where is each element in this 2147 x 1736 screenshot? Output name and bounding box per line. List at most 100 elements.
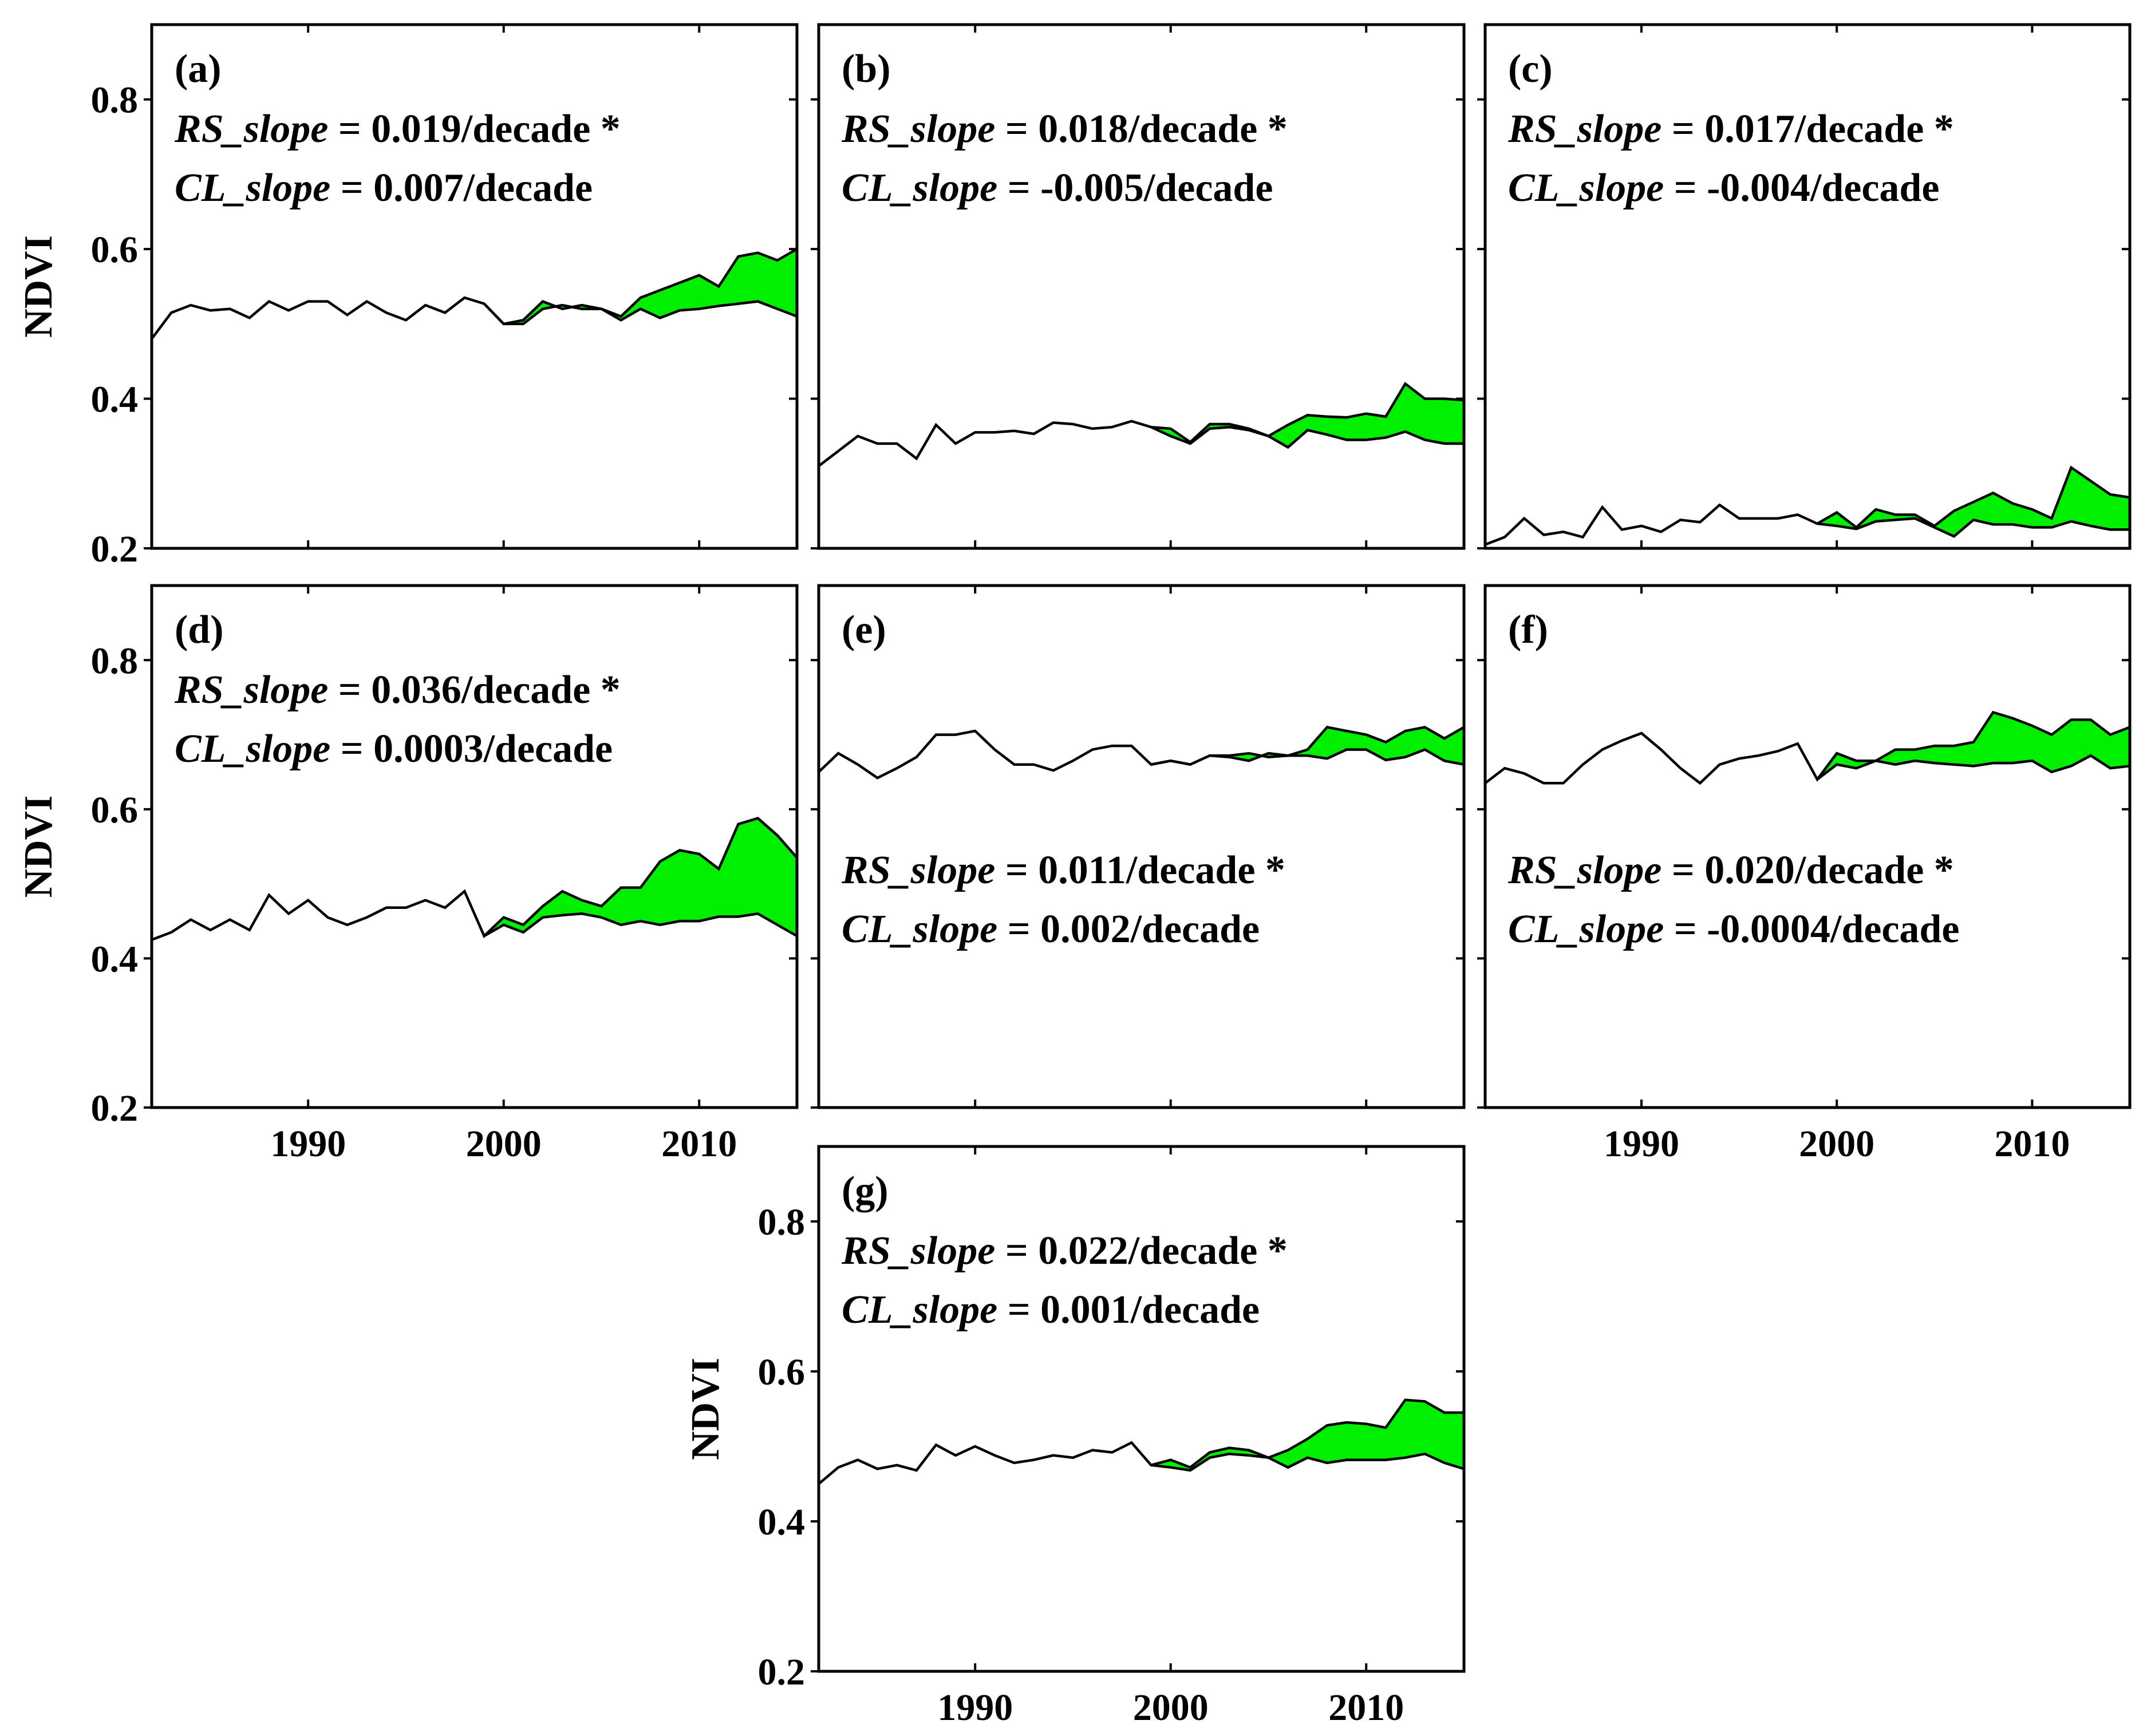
y-tick-label: 0.8 [91,80,139,121]
cl-slope-value: = -0.0004/decade [1664,907,1959,951]
fill-area-f [1816,711,2131,780]
x-tick-label: 2000 [1799,1123,1874,1165]
y-tick-label: 0.8 [758,1201,806,1243]
cl-series-line-d [483,912,798,938]
cl-slope-name: CL_slope [842,907,997,951]
y-tick-label: 0.2 [91,1088,139,1129]
panel-label-f: (f) [1508,608,1548,652]
panel-label-g: (g) [842,1169,889,1213]
plot-frame-g [817,1145,1466,1673]
rs-series-line-c [1485,465,2130,546]
x-tick-label: 2000 [466,1123,542,1165]
rs-slope-annotation-e: RS_slope = 0.011/decade * [841,848,1285,892]
cl-series-line-b [1150,425,1464,449]
cl-slope-name: CL_slope [842,166,997,210]
rs-slope-name: RS_slope [174,668,328,712]
panel-b: (b) RS_slope = 0.018/decade * CL_slope = -… [811,23,1466,550]
cl-series-line-c [1817,517,2130,538]
y-tick-label: 0.8 [91,640,139,682]
panel-c: (c) RS_slope = 0.017/decade * CL_slope = -… [1477,23,2132,550]
panel-g: 0.2 0.4 0.6 0.8 1990 2000 2010 NDVI (g) RS_slope … [684,1145,1466,1729]
y-axis-label: NDVI [17,235,61,338]
rs-series-line-a [151,248,798,340]
rs-slope-name: RS_slope [841,848,995,892]
cl-slope-value: = 0.001/decade [997,1288,1260,1332]
panel-label-e: (e) [842,608,886,652]
cl-series-line-e [1151,748,1465,766]
rs-series-line-e [818,726,1465,780]
cl-slope-annotation-g: CL_slope = 0.001/decade [842,1288,1260,1332]
rs-slope-name: RS_slope [1507,848,1661,892]
y-tick-label: 0.4 [91,379,139,421]
panel-f: 1990 2000 2010 (f) RS_slope = 0.020/decade *… [1477,584,2132,1165]
panel-label-b: (b) [842,47,891,91]
plot-frame-a [150,23,799,550]
y-axis-label: NDVI [684,1358,728,1460]
panel-label-a: (a) [175,47,222,91]
fill-area-e [1151,725,1465,766]
cl-slope-annotation-c: CL_slope = -0.004/decade [1508,166,1939,210]
y-tick-label: 0.2 [91,528,139,570]
cl-slope-value: = 0.007/decade [330,166,593,210]
rs-slope-annotation-f: RS_slope = 0.020/decade * [1507,848,1954,892]
cl-series-line-g [1151,1452,1465,1472]
cl-slope-name: CL_slope [1508,907,1664,951]
cl-series-line-f [1816,754,2130,781]
y-axis-label: NDVI [17,796,61,898]
rs-slope-value: = 0.018/decade * [995,107,1287,151]
cl-slope-annotation-e: CL_slope = 0.002/decade [842,907,1260,951]
rs-slope-annotation-c: RS_slope = 0.017/decade * [1507,107,1954,151]
rs-slope-value: = 0.017/decade * [1661,107,1953,151]
rs-slope-value: = 0.020/decade * [1661,848,1953,892]
cl-slope-value: = 0.002/decade [997,907,1260,951]
rs-slope-name: RS_slope [841,107,995,151]
cl-series-line-a [483,300,798,326]
cl-slope-value: = 0.0003/decade [330,727,613,771]
plot-frame-d [150,584,799,1109]
cl-slope-value: = -0.005/decade [997,166,1273,210]
cl-slope-name: CL_slope [175,166,330,210]
x-tick-label: 2010 [1994,1123,2070,1165]
cl-slope-name: CL_slope [842,1288,997,1332]
panel-a: 0.2 0.4 0.6 0.8 NDVI (a) RS_slope = 0.019/deca… [17,23,799,570]
cl-slope-annotation-d: CL_slope = 0.0003/decade [175,727,613,771]
plot-frame-e [817,584,1466,1109]
x-tick-label: 2010 [661,1123,737,1165]
x-tick-label: 1990 [937,1687,1013,1729]
plot-frame-c [1483,23,2132,550]
panel-e: (e) RS_slope = 0.011/decade * CL_slope = 0… [811,584,1466,1109]
rs-slope-annotation-b: RS_slope = 0.018/decade * [841,107,1288,151]
rs-slope-name: RS_slope [174,107,328,151]
rs-slope-name: RS_slope [841,1229,995,1273]
x-tick-label: 2010 [1328,1687,1404,1729]
plot-frame-b [817,23,1466,550]
x-tick-label: 2000 [1133,1687,1209,1729]
y-tick-label: 0.2 [758,1651,806,1693]
panel-label-d: (d) [175,608,224,652]
cl-slope-value: = -0.004/decade [1664,166,1939,210]
rs-slope-name: RS_slope [1507,107,1661,151]
rs-slope-value: = 0.011/decade * [995,848,1285,892]
rs-slope-annotation-d: RS_slope = 0.036/decade * [174,668,621,712]
cl-slope-annotation-a: CL_slope = 0.007/decade [175,166,593,210]
x-tick-label: 1990 [270,1123,346,1165]
rs-series-line-g [818,1398,1464,1485]
panel-label-c: (c) [1508,47,1553,91]
y-tick-label: 0.4 [91,938,139,980]
rs-slope-annotation-g: RS_slope = 0.022/decade * [841,1229,1288,1273]
plot-frame-f [1483,584,2132,1109]
x-tick-label: 1990 [1604,1123,1679,1165]
y-tick-label: 0.6 [758,1351,806,1393]
rs-series-line-b [818,382,1465,467]
y-tick-label: 0.6 [91,229,139,271]
y-tick-label: 0.4 [758,1501,806,1543]
rs-slope-value: = 0.019/decade * [328,107,620,151]
cl-slope-annotation-f: CL_slope = -0.0004/decade [1508,907,1959,951]
rs-slope-annotation-a: RS_slope = 0.019/decade * [174,107,621,151]
cl-slope-annotation-b: CL_slope = -0.005/decade [842,166,1273,210]
rs-slope-value: = 0.036/decade * [328,668,620,712]
rs-slope-value: = 0.022/decade * [995,1229,1287,1273]
y-tick-label: 0.6 [91,789,139,831]
rs-series-line-f [1484,710,2130,785]
